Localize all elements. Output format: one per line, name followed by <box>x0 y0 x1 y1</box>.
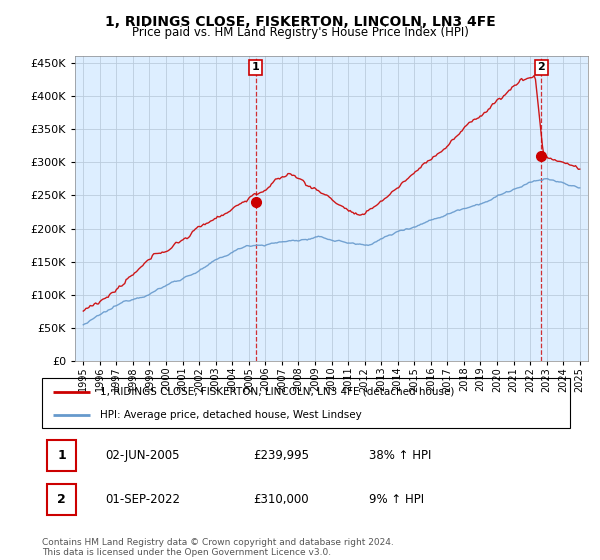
Text: 2: 2 <box>58 493 66 506</box>
Text: £310,000: £310,000 <box>253 493 309 506</box>
Text: 9% ↑ HPI: 9% ↑ HPI <box>370 493 424 506</box>
Text: Price paid vs. HM Land Registry's House Price Index (HPI): Price paid vs. HM Land Registry's House … <box>131 26 469 39</box>
Text: 1, RIDINGS CLOSE, FISKERTON, LINCOLN, LN3 4FE (detached house): 1, RIDINGS CLOSE, FISKERTON, LINCOLN, LN… <box>100 386 454 396</box>
Text: 1: 1 <box>252 62 260 72</box>
Text: £239,995: £239,995 <box>253 449 309 462</box>
Bar <box>47 484 76 515</box>
Text: 1: 1 <box>58 449 66 462</box>
Text: 38% ↑ HPI: 38% ↑ HPI <box>370 449 432 462</box>
Bar <box>47 440 76 471</box>
Text: 02-JUN-2005: 02-JUN-2005 <box>106 449 180 462</box>
Text: 1, RIDINGS CLOSE, FISKERTON, LINCOLN, LN3 4FE: 1, RIDINGS CLOSE, FISKERTON, LINCOLN, LN… <box>104 15 496 29</box>
Text: 01-SEP-2022: 01-SEP-2022 <box>106 493 181 506</box>
Text: HPI: Average price, detached house, West Lindsey: HPI: Average price, detached house, West… <box>100 410 362 420</box>
Text: 2: 2 <box>537 62 545 72</box>
Text: Contains HM Land Registry data © Crown copyright and database right 2024.
This d: Contains HM Land Registry data © Crown c… <box>42 538 394 557</box>
